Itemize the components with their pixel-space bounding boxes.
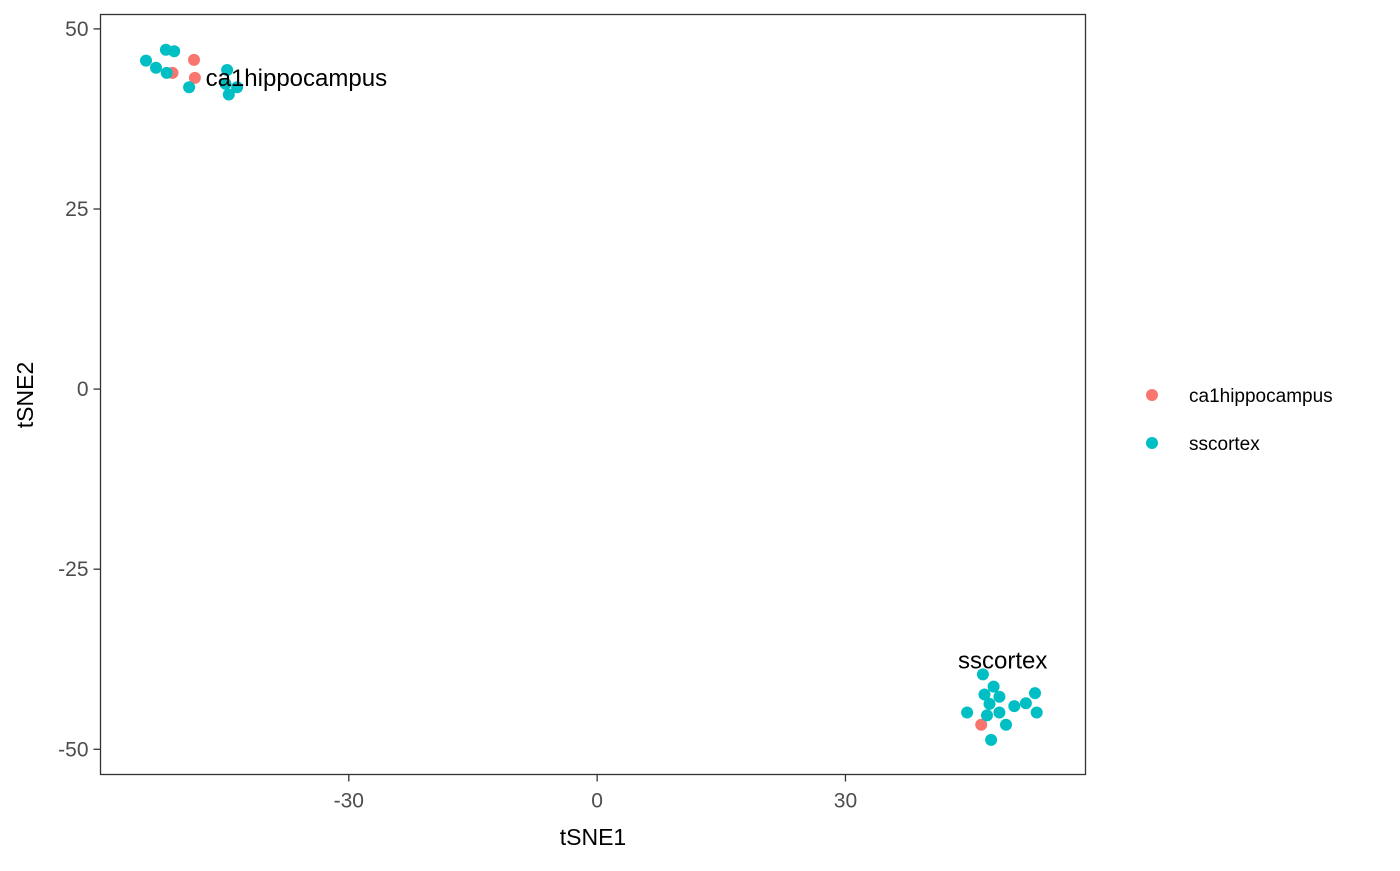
legend-key-sscortex: [1146, 437, 1158, 449]
legend-label-ca1hippocampus: ca1hippocampus: [1189, 386, 1333, 407]
axis-layer: -30 0 30 50 25 0 -25 -50: [58, 18, 857, 813]
point-sscortex-20: [1008, 700, 1021, 713]
y-tick-label-3: -25: [58, 558, 88, 581]
point-sscortex-23: [1030, 706, 1043, 719]
point-ca1hippocampus-3: [975, 718, 988, 731]
point-sscortex-21: [1019, 697, 1032, 710]
cluster-label-sscortex: sscortex: [958, 648, 1047, 675]
point-sscortex-3: [168, 45, 181, 58]
y-tick-label-1: 25: [65, 198, 88, 221]
legend: ca1hippocampus sscortex: [1146, 386, 1333, 455]
point-sscortex-18: [985, 733, 998, 746]
x-tick-label-1: 0: [591, 790, 603, 813]
point-ca1hippocampus-2: [188, 71, 201, 84]
x-tick-label-2: 30: [834, 790, 857, 813]
point-sscortex-13: [983, 697, 996, 710]
point-sscortex-9: [231, 81, 244, 94]
point-sscortex-6: [221, 64, 234, 76]
point-sscortex-15: [981, 709, 993, 722]
point-sscortex-11: [976, 668, 989, 681]
points-layer: [140, 43, 1043, 746]
point-sscortex-12: [978, 688, 991, 701]
legend-key-ca1hippocampus: [1146, 389, 1158, 401]
y-tick-label-2: 0: [77, 378, 89, 401]
point-sscortex-4: [160, 66, 173, 79]
x-tick-label-0: -30: [334, 790, 364, 813]
point-sscortex-22: [1029, 687, 1041, 700]
point-sscortex-5: [183, 81, 196, 94]
y-axis-title: tSNE2: [12, 362, 38, 428]
point-sscortex-0: [140, 54, 152, 67]
point-sscortex-17: [993, 706, 1006, 719]
point-sscortex-1: [150, 61, 162, 74]
point-sscortex-10: [961, 706, 974, 719]
point-sscortex-19: [1000, 718, 1012, 731]
cluster-label-ca1hippocampus: ca1hippocampus: [206, 65, 387, 92]
x-axis-title: tSNE1: [560, 824, 626, 850]
plot-panel-border: [99, 13, 1087, 776]
point-ca1hippocampus-1: [188, 53, 200, 66]
point-sscortex-14: [987, 680, 1000, 693]
legend-label-sscortex: sscortex: [1189, 434, 1260, 455]
point-sscortex-7: [219, 77, 232, 90]
point-sscortex-16: [993, 690, 1006, 703]
annotation-layer: ca1hippocampus sscortex: [206, 65, 1048, 675]
y-tick-label-0: 50: [65, 18, 88, 41]
y-tick-label-4: -50: [58, 738, 88, 761]
point-sscortex-8: [222, 88, 235, 101]
